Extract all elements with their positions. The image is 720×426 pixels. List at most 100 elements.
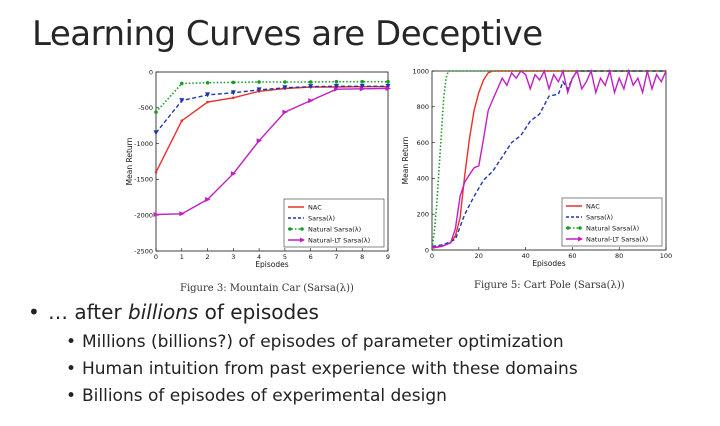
mc-data-point — [205, 196, 211, 202]
mc-data-point — [256, 87, 262, 93]
mc-x-tick-label: 0 — [154, 253, 158, 261]
mc-data-point — [308, 98, 314, 104]
cp-x-tick-label: 100 — [660, 252, 672, 260]
cart-pole-chart: 0 20 40 60 80 10002004006008001000EpisodesMea… — [402, 67, 672, 268]
mc-x-tick-label: 3 — [231, 253, 235, 261]
cp-x-tick-label: 20 — [475, 252, 483, 260]
mc-data-point — [179, 98, 185, 104]
mc-data-point — [360, 79, 365, 84]
mc-legend-label: Natural-LT Sarsa(λ) — [308, 236, 370, 244]
mc-data-point — [385, 83, 391, 89]
mc-data-point — [230, 90, 236, 96]
sub-bullet: • Billions of episodes of experimental de… — [66, 386, 708, 406]
mc-y-axis-label: Mean Return — [125, 137, 134, 185]
mc-x-axis-label: Episodes — [255, 260, 288, 269]
mc-data-point — [333, 83, 339, 89]
cp-x-tick-label: 40 — [521, 252, 529, 260]
mc-data-point — [153, 130, 159, 136]
main-bullet: • … after billions of episodes — [28, 300, 708, 324]
mc-x-tick-label: 2 — [205, 253, 209, 261]
mc-legend-label: Sarsa(λ) — [308, 214, 335, 222]
cp-y-axis-label: Mean Return — [402, 136, 410, 184]
sub-bullet-text: Human intuition from past experience wit… — [82, 359, 578, 379]
mc-series-line — [155, 87, 389, 216]
sub-bullet: • Millions (billions?) of episodes of par… — [66, 332, 708, 352]
cp-y-tick-label: 600 — [417, 139, 429, 147]
mc-y-tick-label: -1500 — [134, 176, 153, 184]
cp-x-tick-label: 80 — [615, 252, 623, 260]
mc-data-point — [334, 79, 339, 84]
cp-y-tick-label: 400 — [417, 175, 429, 183]
mc-legend-label: Natural Sarsa(λ) — [308, 225, 361, 233]
mc-x-tick-label: 5 — [283, 253, 287, 261]
cp-x-tick-label: 0 — [430, 252, 434, 260]
mc-legend-marker — [288, 227, 292, 231]
cp-legend-label: NAC — [586, 202, 600, 210]
cp-legend-label: Natural-LT Sarsa(λ) — [586, 235, 648, 243]
mc-y-tick-label: -1000 — [134, 140, 153, 148]
mc-legend-marker — [300, 237, 305, 243]
mc-y-tick-label: -2000 — [134, 212, 153, 220]
sub-bullet-text: Millions (billions?) of episodes of para… — [82, 332, 564, 352]
cp-y-tick-label: 200 — [417, 211, 429, 219]
mc-data-point — [205, 92, 211, 98]
mc-x-tick-label: 1 — [180, 253, 184, 261]
mc-data-point — [257, 80, 261, 84]
mc-data-point — [308, 80, 313, 84]
main-bullet-suffix: of episodes — [198, 300, 319, 324]
mc-legend-marker — [300, 227, 304, 231]
mc-data-point — [231, 80, 236, 85]
bullet-list: •… after billions of episodes • Millions … — [28, 300, 708, 413]
cart-pole-caption: Figure 5: Cart Pole (Sarsa(λ)) — [474, 280, 625, 291]
mc-data-point — [308, 84, 314, 90]
cp-x-axis-label: Episodes — [532, 259, 565, 268]
mc-y-tick-label: 0 — [149, 68, 153, 76]
mc-data-point — [386, 79, 390, 84]
cp-legend-label: Sarsa(λ) — [586, 213, 613, 221]
mc-data-point — [232, 96, 235, 100]
cp-legend-marker — [578, 236, 583, 242]
mc-data-point — [153, 211, 159, 217]
main-bullet-prefix: … after — [48, 300, 129, 324]
mc-data-point — [206, 100, 209, 104]
mountain-car-chart: 0 1 2 3 4 5 6 7 8 9 0 -500 -1000 -1500 -2000 -2500 Episo… — [125, 68, 391, 269]
mc-data-point — [256, 138, 263, 144]
slide-title: Learning Curves are Deceptive — [32, 14, 543, 54]
mc-data-point — [179, 211, 185, 217]
cp-y-tick-label: 800 — [417, 103, 429, 111]
mc-y-tick-label: -500 — [138, 104, 153, 112]
mc-data-point — [282, 109, 288, 115]
mc-data-point — [282, 85, 288, 91]
mc-legend-label: NAC — [308, 203, 322, 211]
mc-x-tick-label: 6 — [309, 253, 313, 261]
cp-legend-marker — [566, 226, 570, 230]
mc-data-point — [385, 85, 391, 91]
mc-x-tick-label: 7 — [334, 253, 338, 261]
bullet-dot-icon: • — [66, 386, 77, 406]
mc-y-tick-label: -2500 — [134, 247, 153, 255]
mc-data-point — [359, 86, 366, 92]
cp-legend-label: Natural Sarsa(λ) — [586, 224, 639, 232]
mc-data-point — [333, 86, 340, 92]
cp-y-tick-label: 0 — [425, 246, 429, 254]
cp-series-line — [431, 68, 667, 248]
mc-data-point — [179, 81, 184, 86]
mc-data-point — [154, 170, 158, 174]
mc-data-point — [283, 80, 287, 84]
main-bullet-emphasis: billions — [128, 300, 199, 324]
sub-bullet-text: Billions of episodes of experimental des… — [82, 386, 447, 406]
mc-series-line — [155, 85, 388, 134]
mc-data-point — [180, 119, 184, 122]
bullet-dot-icon: • — [66, 359, 77, 379]
mc-data-point — [205, 80, 210, 85]
sub-bullet: • Human intuition from past experience wi… — [66, 359, 708, 379]
mc-data-point — [359, 83, 365, 89]
mc-x-tick-label: 9 — [386, 253, 390, 261]
mc-data-point — [154, 110, 158, 114]
bullet-dot-icon: • — [66, 332, 77, 352]
mc-data-point — [230, 171, 237, 177]
mc-x-tick-label: 4 — [257, 253, 261, 261]
cp-x-tick-label: 60 — [568, 252, 576, 260]
cp-y-tick-label: 1000 — [412, 67, 429, 75]
cp-legend-marker — [578, 226, 582, 230]
